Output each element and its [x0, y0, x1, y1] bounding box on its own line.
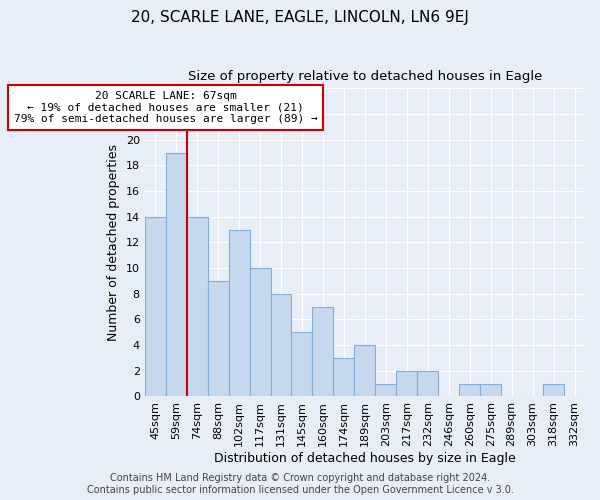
- Bar: [208, 281, 229, 396]
- X-axis label: Distribution of detached houses by size in Eagle: Distribution of detached houses by size …: [214, 452, 516, 465]
- Bar: [250, 268, 271, 396]
- Text: 20 SCARLE LANE: 67sqm
← 19% of detached houses are smaller (21)
79% of semi-deta: 20 SCARLE LANE: 67sqm ← 19% of detached …: [14, 91, 317, 124]
- Title: Size of property relative to detached houses in Eagle: Size of property relative to detached ho…: [188, 70, 542, 83]
- Bar: [145, 216, 166, 396]
- Bar: [166, 152, 187, 396]
- Bar: [313, 306, 334, 396]
- Bar: [229, 230, 250, 396]
- Bar: [334, 358, 355, 397]
- Y-axis label: Number of detached properties: Number of detached properties: [107, 144, 120, 341]
- Bar: [480, 384, 501, 396]
- Bar: [376, 384, 397, 396]
- Bar: [459, 384, 480, 396]
- Bar: [397, 371, 417, 396]
- Bar: [543, 384, 564, 396]
- Bar: [292, 332, 313, 396]
- Bar: [187, 216, 208, 396]
- Bar: [271, 294, 292, 397]
- Bar: [417, 371, 438, 396]
- Text: 20, SCARLE LANE, EAGLE, LINCOLN, LN6 9EJ: 20, SCARLE LANE, EAGLE, LINCOLN, LN6 9EJ: [131, 10, 469, 25]
- Bar: [355, 345, 376, 397]
- Text: Contains HM Land Registry data © Crown copyright and database right 2024.
Contai: Contains HM Land Registry data © Crown c…: [86, 474, 514, 495]
